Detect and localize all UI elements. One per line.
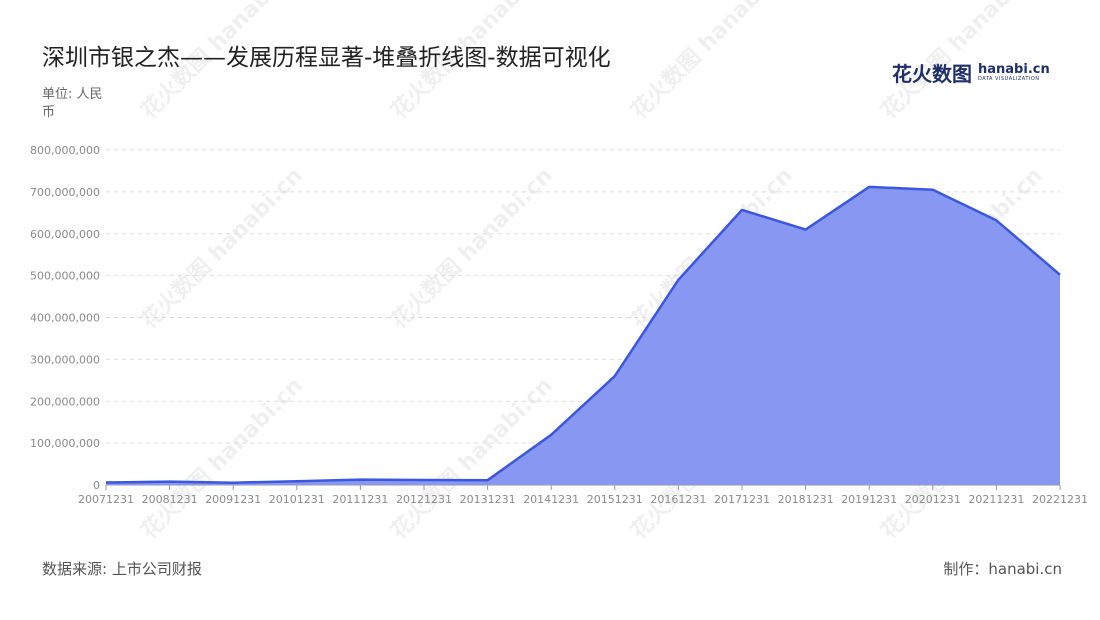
watermark-1: 花火数图 hanabi.cn [386, 0, 558, 124]
watermark-5: 花火数图 hanabi.cn [386, 162, 558, 334]
watermark-4: 花火数图 hanabi.cn [136, 162, 308, 334]
series-line-0 [105, 185, 1061, 484]
y-tick-label-1: 100,000,000 [30, 437, 100, 450]
chart-title: 深圳市银之杰——发展历程显著-堆叠折线图-数据可视化 [42, 45, 611, 71]
brand-name-en-block: hanabi.cn DATA VISUALIZATION [978, 63, 1050, 82]
watermark-0: 花火数图 hanabi.cn [136, 0, 308, 124]
x-tick-label-2: 20091231 [205, 493, 261, 506]
y-tick-label-4: 400,000,000 [30, 312, 100, 325]
x-tick-label-8: 20151231 [587, 493, 643, 506]
x-tick-label-9: 20161231 [650, 493, 706, 506]
x-tick-label-5: 20121231 [396, 493, 452, 506]
y-tick-label-6: 600,000,000 [30, 228, 100, 241]
y-tick-label-3: 300,000,000 [30, 353, 100, 366]
x-tick-label-11: 20181231 [778, 493, 834, 506]
x-tick-label-4: 20111231 [332, 493, 388, 506]
watermark-3: 花火数图 hanabi.cn [876, 0, 1048, 124]
x-tick-label-10: 20171231 [714, 493, 770, 506]
y-axis: 0 100,000,000 200,000,000 300,000,000 400,00… [30, 144, 100, 492]
x-tick-label-7: 20141231 [523, 493, 579, 506]
y-tick-label-2: 200,000,000 [30, 395, 100, 408]
x-tick-label-0: 20071231 [78, 493, 134, 506]
unit-label: 单位: 人民币 [42, 87, 103, 120]
brand-tagline: DATA VISUALIZATION [978, 76, 1040, 82]
brand-logo: 花火数图 hanabi.cn DATA VISUALIZATION [892, 58, 1050, 87]
brand-name-cn: 花火数图 [892, 62, 972, 86]
y-tick-label-8: 800,000,000 [30, 144, 100, 157]
series-layer [105, 185, 1061, 485]
x-tick-label-15: 20221231 [1032, 493, 1088, 506]
y-tick-label-7: 700,000,000 [30, 186, 100, 199]
x-tick-label-1: 20081231 [142, 493, 198, 506]
data-source: 数据来源: 上市公司财报 [42, 560, 202, 578]
brand-name-en: hanabi.cn [978, 62, 1050, 77]
x-tick-label-13: 20201231 [905, 493, 961, 506]
x-tick-label-12: 20191231 [841, 493, 897, 506]
x-tick-label-14: 20211231 [968, 493, 1024, 506]
y-tick-label-0: 0 [93, 479, 100, 492]
y-tick-label-5: 500,000,000 [30, 270, 100, 283]
watermark-8: 花火数图 hanabi.cn [136, 372, 308, 544]
series-area-0 [106, 186, 1060, 485]
x-tick-label-6: 20131231 [460, 493, 516, 506]
watermark-2: 花火数图 hanabi.cn [626, 0, 798, 124]
credit-text: 制作：hanabi.cn [943, 560, 1062, 578]
x-tick-label-3: 20101231 [269, 493, 325, 506]
